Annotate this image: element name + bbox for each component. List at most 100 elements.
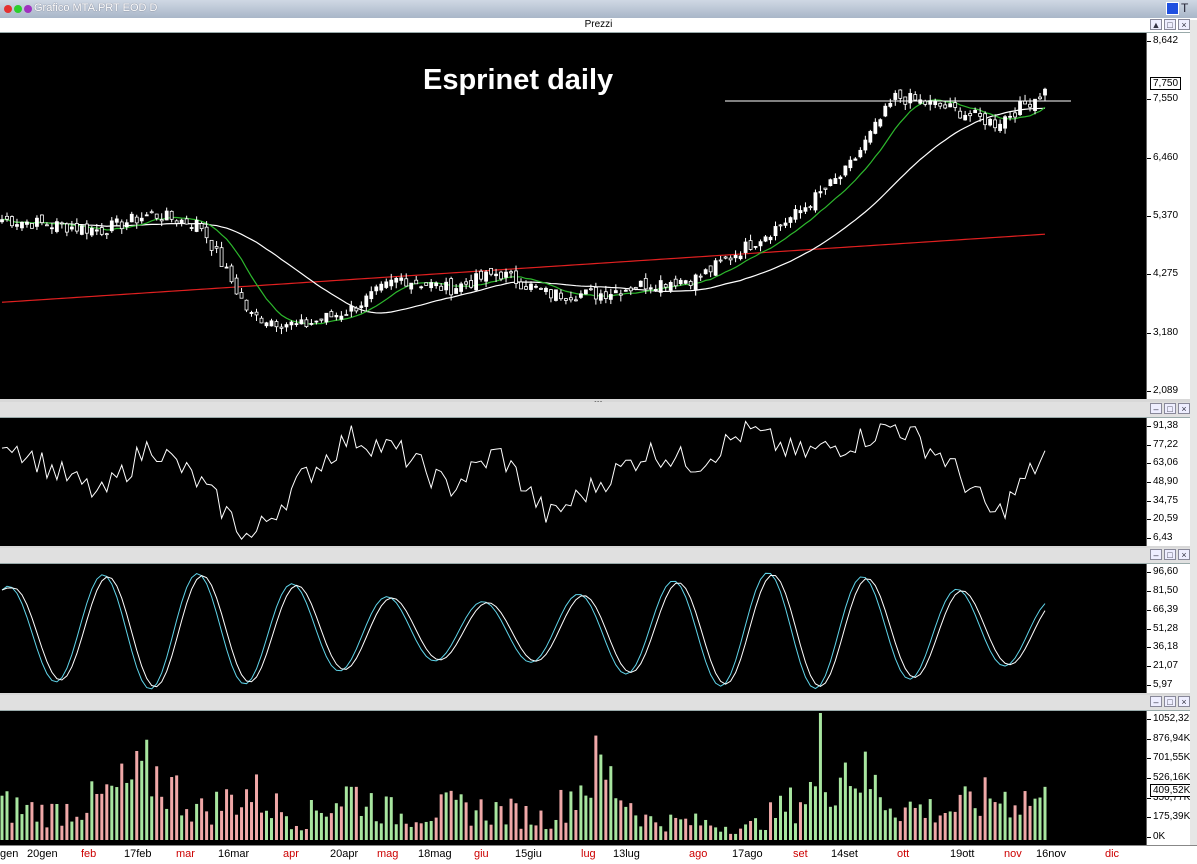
volume-bar — [95, 793, 99, 840]
candle-body — [603, 291, 608, 299]
date-tick-label: feb — [81, 848, 97, 860]
candle-body — [119, 221, 124, 230]
volume-bar — [155, 766, 159, 840]
candle-body — [678, 279, 683, 285]
y-tick-mark — [1147, 463, 1151, 465]
volume-bar — [284, 816, 288, 840]
volume-bar — [913, 807, 917, 840]
panel-maximize-button[interactable]: □ — [1164, 696, 1176, 707]
volume-bar — [739, 828, 743, 840]
stochastic-chart[interactable] — [0, 564, 1146, 693]
volume-bar — [803, 804, 807, 840]
candle-body — [79, 225, 84, 235]
candle-body — [559, 292, 563, 300]
panel-minimize-button[interactable]: – — [1150, 549, 1162, 560]
volume-bar — [953, 811, 957, 840]
panel-close-button[interactable]: × — [1178, 403, 1190, 414]
candle-body — [489, 267, 493, 275]
volume-bar — [175, 775, 179, 840]
volume-bar — [240, 807, 244, 840]
volume-bar — [1013, 805, 1017, 840]
volume-bar — [60, 825, 64, 840]
candle-body — [658, 280, 663, 293]
candle-body — [883, 105, 888, 117]
panel-close-button[interactable]: × — [1178, 549, 1190, 560]
candle-body — [618, 293, 623, 296]
volume-bar — [599, 754, 603, 840]
panel-close-button[interactable]: × — [1178, 696, 1190, 707]
candle-body — [59, 222, 64, 225]
volume-bar — [963, 786, 967, 840]
y-tick-mark — [1147, 482, 1151, 483]
price-chart[interactable] — [0, 33, 1146, 399]
candle-body — [773, 226, 778, 237]
volume-bar — [145, 739, 149, 840]
panel-maximize-button[interactable]: □ — [1164, 549, 1176, 560]
oscillator-chart[interactable] — [0, 418, 1146, 546]
candle-body — [154, 213, 159, 219]
window-restore-button[interactable] — [1166, 2, 1179, 15]
candle-body — [1008, 115, 1012, 118]
volume-bar — [888, 808, 892, 840]
volume-bar — [504, 824, 508, 840]
candle-body — [998, 123, 1002, 131]
candle-body — [633, 287, 638, 290]
volume-bar — [454, 799, 458, 840]
volume-bar — [788, 787, 792, 840]
volume-bar — [334, 803, 338, 840]
candle-body — [838, 176, 843, 180]
osc2-tick-label: 5,97 — [1153, 679, 1173, 690]
volume-bar — [1023, 791, 1027, 840]
candle-body — [768, 236, 773, 241]
volume-bar — [779, 795, 783, 840]
volume-bar — [120, 763, 124, 840]
volume-bar — [35, 821, 39, 840]
volume-bar — [948, 811, 952, 840]
candle-body — [554, 289, 558, 301]
volume-bar — [514, 803, 518, 840]
last-volume-tag: 409,52K — [1150, 784, 1194, 797]
candle-body — [544, 287, 548, 293]
volume-bar — [80, 819, 84, 840]
volume-bar — [903, 807, 907, 840]
volume-bar — [938, 815, 942, 840]
volume-bar — [564, 822, 568, 840]
y-tick-mark — [1147, 685, 1151, 686]
chart-canvas[interactable] — [0, 0, 1146, 845]
y-tick-mark — [1147, 538, 1151, 539]
y-tick-mark — [1147, 837, 1151, 838]
panel-minimize-button[interactable]: – — [1150, 403, 1162, 414]
panel-minimize-button[interactable]: – — [1150, 696, 1162, 707]
volume-bar — [928, 799, 932, 840]
candle-body — [1038, 96, 1042, 100]
candle-body — [858, 149, 863, 158]
candle-body — [593, 286, 598, 300]
candle-body — [913, 94, 918, 101]
purple-arrow-icon[interactable] — [24, 5, 32, 13]
price-panel-header: Prezzi ▲ □ × — [0, 18, 1197, 33]
volume-bar — [369, 793, 373, 840]
panel-close-button[interactable]: × — [1178, 19, 1190, 30]
volume-bar — [85, 812, 89, 840]
panel-up-button[interactable]: ▲ — [1150, 19, 1162, 30]
volume-bar — [908, 801, 912, 840]
volume-bar — [584, 795, 588, 840]
panel-maximize-button[interactable]: □ — [1164, 19, 1176, 30]
panel-maximize-button[interactable]: □ — [1164, 403, 1176, 414]
volume-bar — [1003, 791, 1007, 840]
candle-body — [389, 279, 394, 287]
volume-bar — [664, 831, 668, 840]
volume-bar — [614, 798, 618, 840]
y-tick-mark — [1147, 157, 1151, 159]
candle-body — [419, 286, 424, 289]
volume-bar — [639, 826, 643, 840]
red-status-icon[interactable] — [4, 5, 12, 13]
candle-body — [249, 312, 254, 314]
candle-body — [638, 280, 643, 287]
vertical-scrollbar[interactable] — [1190, 20, 1197, 845]
candle-body — [578, 293, 583, 298]
green-status-icon[interactable] — [14, 5, 22, 13]
volume-bar — [314, 810, 318, 840]
date-tick-label: mag — [377, 848, 399, 860]
candle-body — [144, 214, 149, 217]
